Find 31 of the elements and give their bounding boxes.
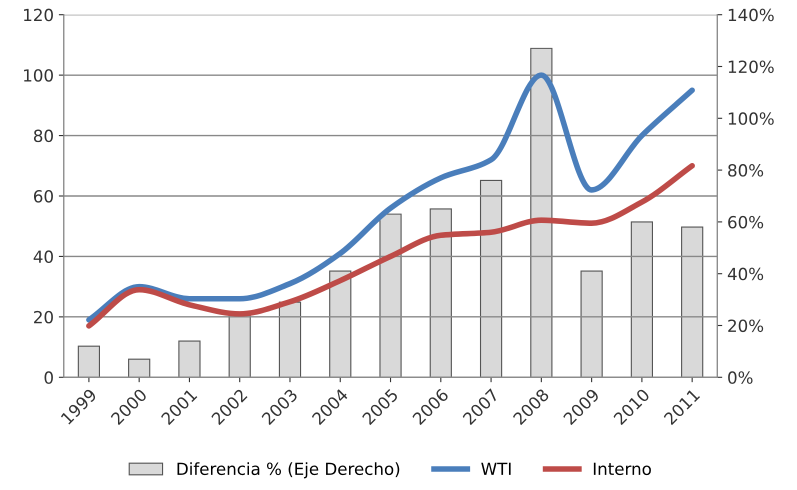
bar [278, 302, 302, 378]
bar [128, 358, 150, 378]
y-tick-label: 120 [24, 8, 53, 22]
bar [630, 221, 654, 378]
bar [178, 340, 201, 378]
y2-tick-label: 60% [728, 216, 764, 228]
y-tick-label: 80 [34, 130, 53, 142]
bar [329, 270, 352, 378]
bar [580, 270, 603, 378]
legend-label: Interno [594, 462, 651, 476]
y-tick-label: 20 [34, 310, 53, 324]
bar [681, 226, 704, 378]
bar [480, 180, 502, 378]
bar [228, 314, 251, 378]
y-tick-label: 100 [24, 69, 53, 82]
bar [430, 208, 452, 378]
bar [530, 48, 552, 378]
y2-tick-label: 0% [728, 371, 753, 384]
legend-label: Diferencia % (Eje Derecho) [178, 462, 400, 478]
bar [78, 346, 100, 378]
y2-tick-label: 100% [728, 112, 774, 125]
y2-tick-label: 80% [728, 164, 764, 177]
y2-tick-label: 40% [728, 268, 764, 280]
y-tick-label: 60 [34, 190, 53, 203]
y2-tick-label: 120% [728, 60, 774, 74]
y-tick-label: 0 [44, 371, 53, 384]
y2-tick-label: 20% [728, 319, 764, 332]
legend-label: WTI [481, 462, 511, 475]
y-tick-label: 40 [34, 250, 53, 263]
bar [379, 214, 402, 378]
y2-tick-label: 140% [728, 8, 774, 22]
